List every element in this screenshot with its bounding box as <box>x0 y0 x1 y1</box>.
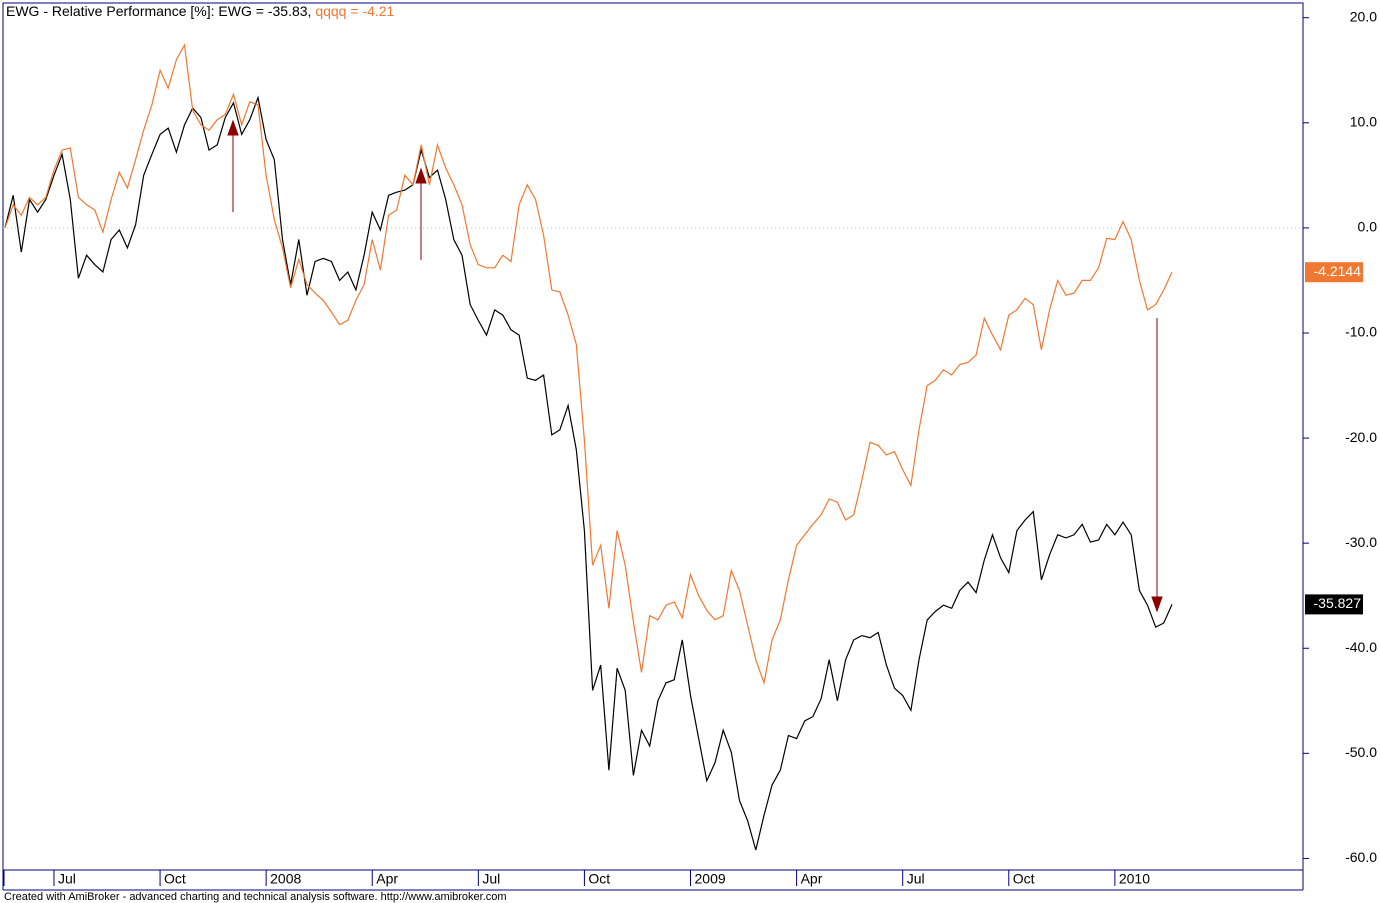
y-tick-label: -60.0 <box>1345 849 1377 865</box>
y-tick-label: -20.0 <box>1345 429 1377 445</box>
y-tick-label: 0.0 <box>1358 219 1378 235</box>
y-tick-label: 20.0 <box>1350 8 1377 24</box>
arrows <box>227 119 1163 613</box>
x-tick-label: 2009 <box>695 871 726 887</box>
x-tick-label: Oct <box>164 871 186 887</box>
legend-name: EWG <box>218 3 267 19</box>
chart-header: EWG - Relative Performance [%]: EWG-35.8… <box>6 3 394 19</box>
y-tick-label: -30.0 <box>1345 534 1377 550</box>
x-tick-label: 2008 <box>270 871 301 887</box>
y-tick-label: 10.0 <box>1350 114 1377 130</box>
series-line <box>4 43 1173 686</box>
last-value-badge <box>1305 594 1363 615</box>
buy-arrow-head <box>227 119 239 136</box>
y-tick-label: -50.0 <box>1345 744 1377 760</box>
buy-arrow-head <box>415 167 427 184</box>
sell-arrow-head <box>1151 596 1163 613</box>
x-tick-label: 2010 <box>1119 871 1150 887</box>
y-tick-label: -40.0 <box>1345 639 1377 655</box>
x-tick-label: Oct <box>1013 871 1035 887</box>
legend-name: qqqq <box>315 3 362 19</box>
plot-frame <box>2 2 1304 871</box>
last-value-badge <box>1305 262 1363 283</box>
footer: Created with AmiBroker - advanced charti… <box>4 891 507 903</box>
x-tick-label: Apr <box>376 871 398 887</box>
last-value-label: -35.827 <box>1314 595 1362 611</box>
last-value-label: -4.2144 <box>1314 263 1362 279</box>
y-tick-label: -10.0 <box>1345 324 1377 340</box>
series-line <box>4 95 1173 851</box>
x-tick-label: Oct <box>588 871 610 887</box>
plot-area <box>3 43 1303 851</box>
x-tick-label: Jul <box>482 871 500 887</box>
legend-value: -4.21 <box>362 3 395 19</box>
chart-title: EWG - Relative Performance [%]: <box>6 3 215 19</box>
legend-entry: qqqq-4.21 <box>315 3 394 19</box>
x-tick-label: Jul <box>58 871 76 887</box>
x-tick-label: Jul <box>907 871 925 887</box>
x-tick-label: Apr <box>801 871 823 887</box>
legend-value: -35.83 <box>268 3 315 19</box>
